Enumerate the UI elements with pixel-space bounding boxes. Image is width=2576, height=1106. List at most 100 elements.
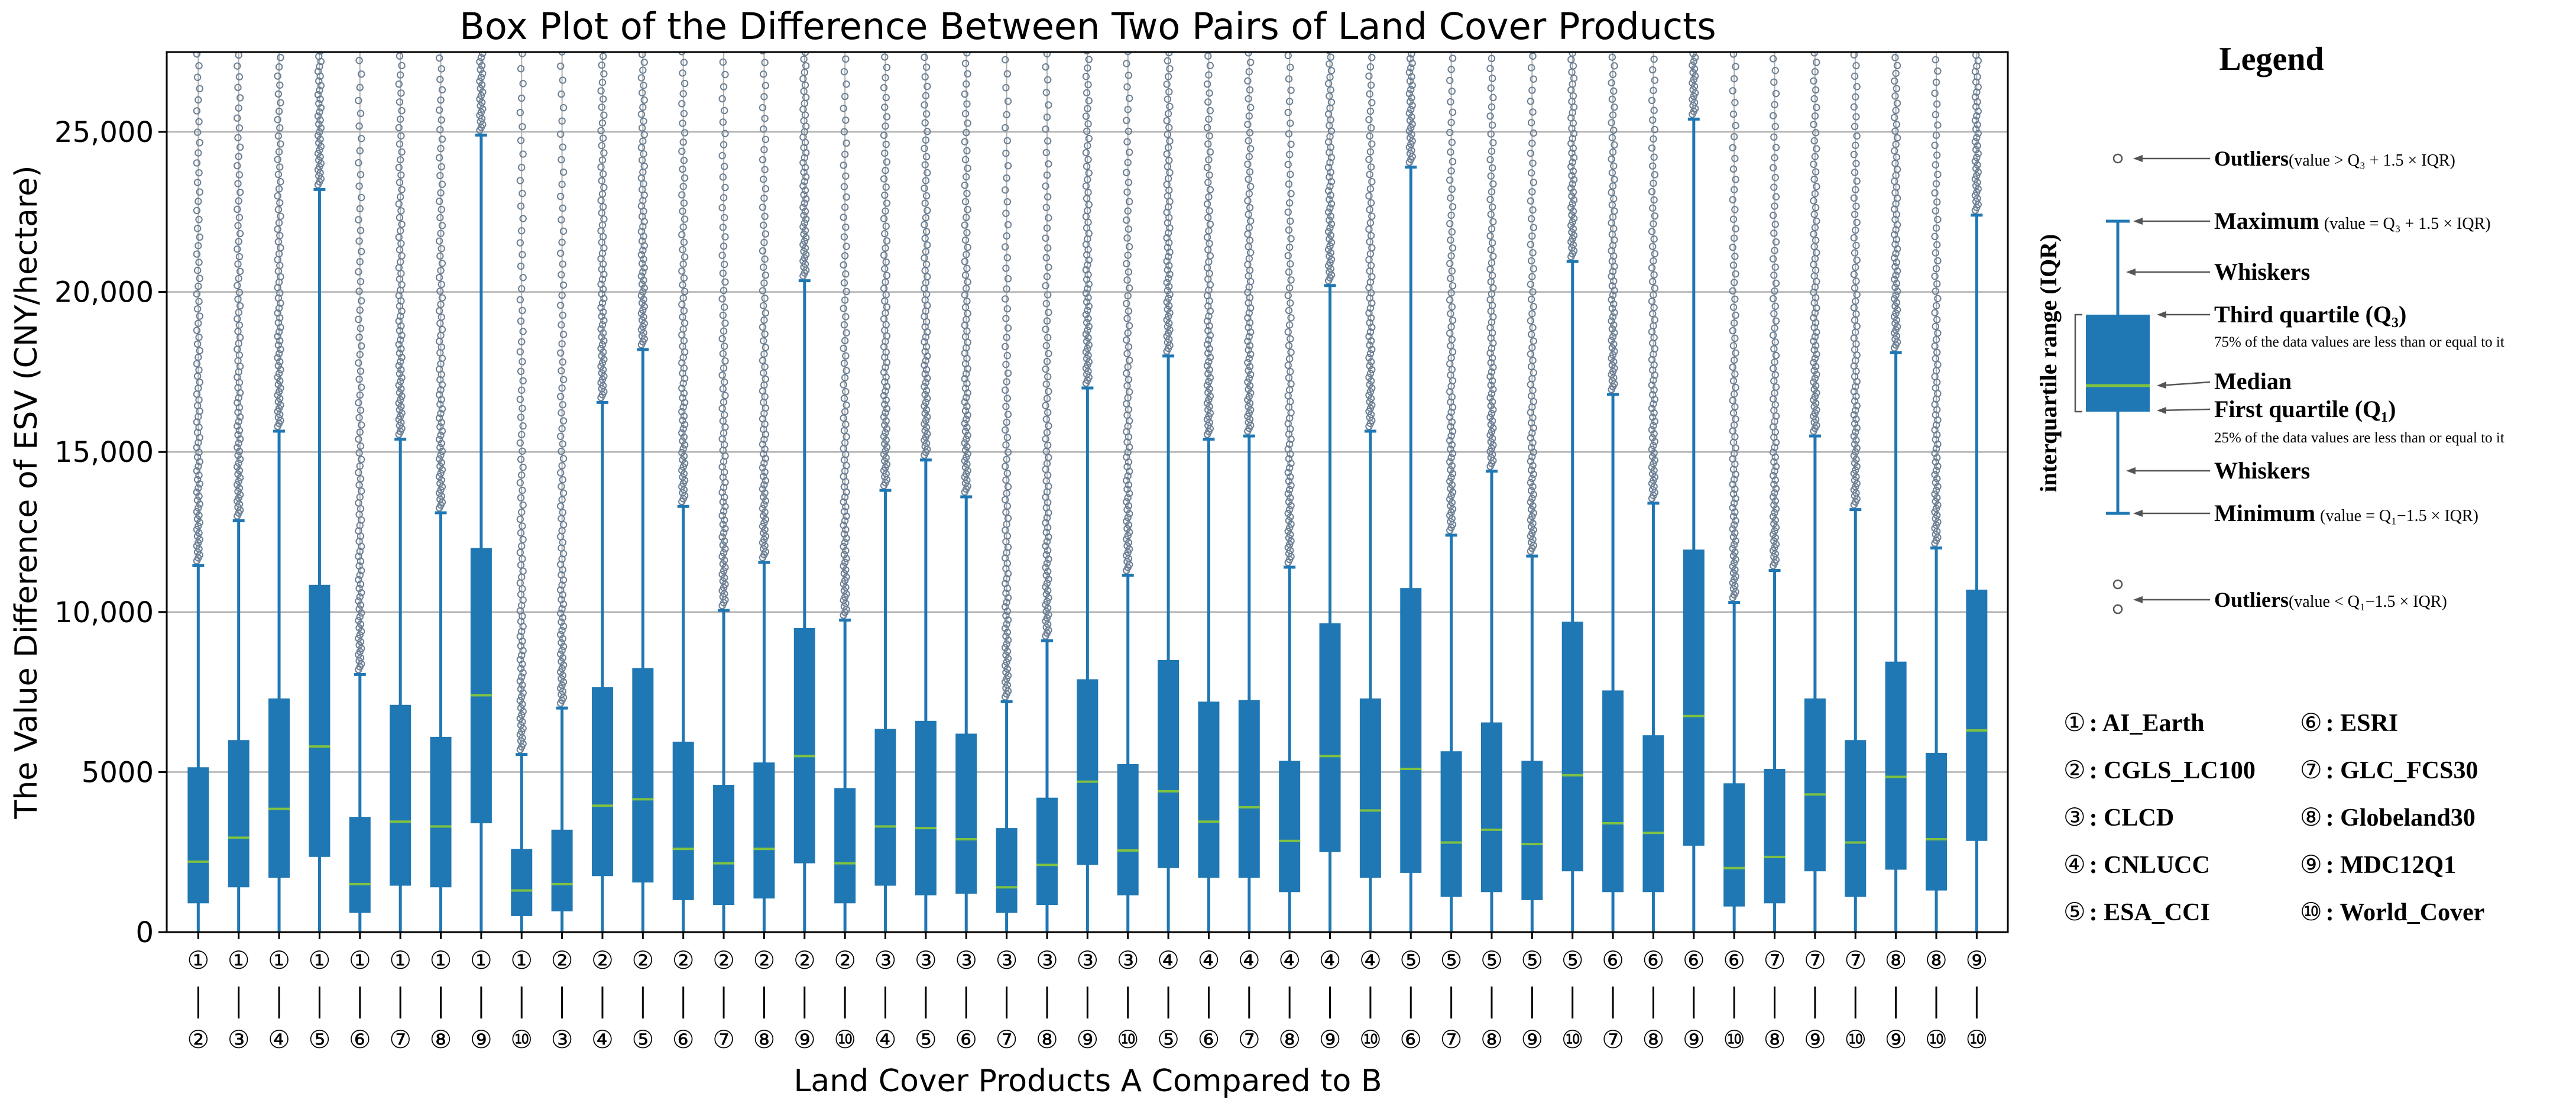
product-key-name: : CNLUCC <box>2089 852 2210 879</box>
outlier-point <box>276 163 284 171</box>
outlier-point <box>195 522 202 530</box>
outlier-point <box>922 92 930 100</box>
outlier-point <box>1244 160 1252 168</box>
outlier-point <box>316 86 323 94</box>
outlier-point <box>1365 192 1373 200</box>
x-tick-label-b: ⑧ <box>1036 1025 1058 1054</box>
outlier-point <box>961 439 969 447</box>
product-key-name: : AI_Earth <box>2089 710 2205 737</box>
outlier-point <box>559 520 568 529</box>
outlier-point <box>1447 466 1454 474</box>
outlier-point <box>638 89 646 97</box>
outlier-point <box>274 332 281 341</box>
outlier-point <box>1085 56 1093 63</box>
outlier-point <box>1932 435 1939 444</box>
outlier-point <box>1447 252 1455 260</box>
outlier-group <box>1810 52 1820 435</box>
outlier-point <box>193 107 201 115</box>
outlier-point <box>681 215 689 223</box>
outlier-point <box>1082 212 1090 221</box>
outlier-point <box>1285 268 1293 276</box>
outlier-point <box>1852 310 1860 318</box>
outlier-point <box>882 363 889 371</box>
outlier-point <box>1810 230 1817 238</box>
outlier-point <box>517 704 525 712</box>
outlier-point <box>395 317 403 325</box>
outlier-point <box>1608 134 1616 141</box>
outlier-point <box>1528 187 1536 196</box>
outlier-point <box>1285 243 1294 251</box>
outlier-point <box>516 396 524 403</box>
box-iqr <box>632 668 654 883</box>
outlier-point <box>637 174 646 182</box>
outlier-point <box>1489 253 1497 260</box>
x-tick-label-a: ④ <box>1157 946 1180 975</box>
box-item <box>1966 214 1988 932</box>
outlier-point <box>1527 280 1535 288</box>
outlier-point <box>637 292 646 300</box>
outlier-point <box>193 305 202 313</box>
outlier-point <box>598 321 607 329</box>
outlier-point <box>921 420 928 428</box>
outlier-point <box>518 386 526 394</box>
outlier-point <box>681 441 689 449</box>
outlier-point <box>1084 261 1091 269</box>
outlier-point <box>234 444 241 451</box>
outlier-point <box>721 233 729 241</box>
outlier-point <box>557 192 565 200</box>
x-tick-label-b: ⑤ <box>309 1025 331 1054</box>
outlier-point <box>1045 160 1052 168</box>
outlier-point <box>1931 309 1939 316</box>
outlier-point <box>1650 400 1657 408</box>
outlier-point <box>1082 73 1090 80</box>
outlier-point <box>1366 148 1375 156</box>
outlier-point <box>355 122 363 130</box>
x-tick-label-a: ② <box>712 946 735 975</box>
outlier-point <box>1368 244 1376 252</box>
outlier-point <box>1204 326 1212 335</box>
outlier-point <box>1446 296 1454 304</box>
outlier-point <box>1648 328 1656 336</box>
outlier-point <box>1284 445 1292 453</box>
outlier-point <box>1164 95 1172 103</box>
outlier-point <box>195 149 202 157</box>
outlier-point <box>1044 373 1052 381</box>
x-tick-label-a: ⑥ <box>1723 946 1745 975</box>
outlier-group <box>1042 52 1052 640</box>
outlier-point <box>234 245 241 253</box>
outlier-point <box>1246 237 1254 244</box>
legend-iqr-bracket <box>2074 313 2082 413</box>
outlier-point <box>355 359 362 367</box>
outlier-point <box>477 66 484 74</box>
outlier-point <box>234 62 241 70</box>
outlier-point <box>1042 365 1049 373</box>
outlier-point <box>1042 63 1049 71</box>
outlier-point <box>1487 402 1495 410</box>
outlier-point <box>963 370 970 378</box>
outlier-point <box>1567 86 1575 94</box>
outlier-point <box>1934 483 1942 490</box>
x-tick-label-b: ⑦ <box>712 1025 735 1054</box>
outlier-point <box>843 80 850 88</box>
outlier-point <box>1973 134 1981 141</box>
outlier-point <box>963 128 970 137</box>
outlier-point <box>193 444 201 451</box>
outlier-point <box>720 483 728 491</box>
outlier-point <box>1852 383 1859 390</box>
outlier-point <box>559 642 568 651</box>
outlier-point <box>193 507 201 516</box>
outlier-point <box>1163 316 1171 324</box>
outlier-group <box>1931 56 1942 547</box>
outlier-point <box>1206 207 1213 215</box>
outlier-point <box>357 475 365 483</box>
outlier-point <box>1729 261 1738 269</box>
outlier-point <box>1851 316 1859 324</box>
x-tick-label-a: ② <box>793 946 816 975</box>
outlier-point <box>1649 204 1657 212</box>
outlier-point <box>883 113 891 121</box>
outlier-point <box>1729 87 1736 95</box>
x-tick-label-b: ⑨ <box>1885 1025 1907 1054</box>
outlier-point <box>840 426 848 435</box>
outlier-point <box>640 303 648 311</box>
outlier-point <box>1447 211 1455 219</box>
